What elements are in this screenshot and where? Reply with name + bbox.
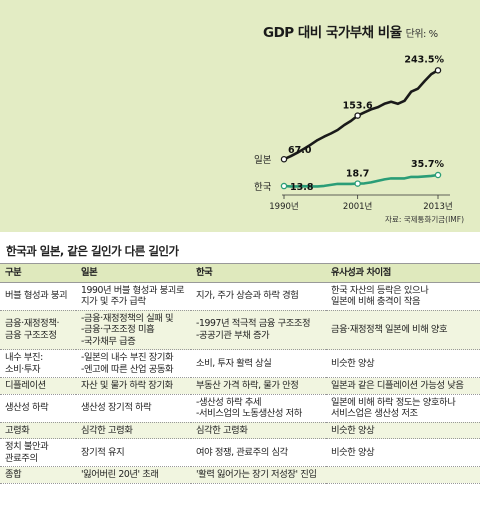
data-label: 35.7% — [411, 159, 444, 170]
chart-source: 자료: 국제통화기금(IMF) — [385, 215, 464, 224]
comparison-table: 구분 일본 한국 유사성과 차이점 버블 형성과 붕괴 1990년 버블 형성과 붕괴로… — [0, 263, 480, 484]
data-point — [280, 182, 288, 190]
table-cell: 종합 — [0, 466, 76, 484]
table-row: 정치 불안과 관료주의 장기적 유지 여야 정쟁, 관료주의 심각 비슷한 양상 — [0, 438, 480, 467]
series-name: 한국 — [254, 182, 272, 193]
table-cell: -금융·재정정책의 실패 및 -금융·구조조정 미흡 -국가채무 급증 — [76, 310, 191, 350]
table-cell: 지가, 주가 상승과 하락 경험 — [191, 282, 326, 311]
table-cell: 일본과 같은 디플레이션 가능성 낮음 — [326, 377, 480, 395]
table-cell: '활력 잃어가는 장기 저성장' 진입 — [191, 466, 326, 484]
table-header-row: 구분 일본 한국 유사성과 차이점 — [0, 263, 480, 283]
data-label: 153.6 — [343, 101, 373, 112]
data-point — [354, 180, 361, 187]
x-tick-label: 2013년 — [423, 201, 452, 212]
table-cell: 여야 정쟁, 관료주의 심각 — [191, 438, 326, 467]
data-point — [354, 112, 361, 119]
table-cell: 장기적 유지 — [76, 438, 191, 467]
table-row: 생산성 하락 생산성 장기적 하락 -생산성 하락 추세 -서비스업의 노동생산성 … — [0, 394, 480, 423]
data-point — [434, 171, 442, 179]
comparison-panel: 한국과 일본, 같은 길인가 다른 길인가 구분 일본 한국 유사성과 차이점 버블 … — [0, 238, 480, 509]
data-label: 243.5% — [404, 54, 444, 65]
header-cell: 유사성과 차이점 — [326, 263, 480, 283]
table-cell: 비슷한 양상 — [326, 438, 480, 467]
table-cell: 한국 자산의 등락은 있으나 일본에 비해 충격이 작음 — [326, 282, 480, 311]
chart-unit: 단위: % — [405, 29, 438, 40]
table-row: 종합 '잃어버린 20년' 초래 '활력 잃어가는 장기 저성장' 진입 — [0, 466, 480, 484]
table-row: 버블 형성과 붕괴 1990년 버블 형성과 붕괴로 지가 및 주가 급락 지가, … — [0, 282, 480, 311]
chart-title: GDP 대비 국가부채 비율 단위: % — [263, 25, 438, 41]
table-cell: 비슷한 양상 — [326, 422, 480, 439]
header-cell: 구분 — [0, 263, 76, 283]
table-cell: 금융·재정정책· 금융 구조조정 — [0, 310, 76, 350]
header-cell: 한국 — [191, 263, 326, 283]
data-point — [434, 67, 442, 74]
table-cell: 심각한 고령화 — [191, 422, 326, 439]
table-row: 고령화 심각한 고령화 심각한 고령화 비슷한 양상 — [0, 422, 480, 439]
table-cell: 금융·재정정책 일본에 비해 양호 — [326, 310, 480, 350]
table-cell: 심각한 고령화 — [76, 422, 191, 439]
x-tick-label: 2001년 — [343, 201, 372, 212]
table-cell: 생산성 하락 — [0, 394, 76, 423]
table-row: 금융·재정정책· 금융 구조조정 -금융·재정정책의 실패 및 -금융·구조조정 … — [0, 310, 480, 350]
table-cell: 일본에 비해 하락 정도는 양호하나 서비스업은 생산성 저조 — [326, 394, 480, 423]
table-cell: 소비, 투자 활력 상실 — [191, 349, 326, 378]
table-row: 내수 부진: 소비·투자 -일본의 내수 부진 장기화 -엔고에 따른 산업 공동… — [0, 349, 480, 378]
header-cell: 일본 — [76, 263, 191, 283]
series-line — [282, 173, 440, 188]
table-row: 디플레이션 자산 및 물가 하락 장기화 부동산 가격 하락, 물가 안정 일본과 같… — [0, 377, 480, 395]
data-label: 67.0 — [288, 145, 312, 156]
x-tick-label: 1990년 — [269, 201, 298, 212]
table-cell: 내수 부진: 소비·투자 — [0, 349, 76, 378]
table-cell: 1990년 버블 형성과 붕괴로 지가 및 주가 급락 — [76, 282, 191, 311]
series-name: 일본 — [254, 155, 272, 166]
table-cell: -1997년 적극적 금융 구조조정 -공공기관 부채 증가 — [191, 310, 326, 350]
table-cell: -생산성 하락 추세 -서비스업의 노동생산성 저하 — [191, 394, 326, 423]
data-label: 18.7 — [346, 169, 369, 180]
table-cell — [326, 466, 480, 484]
table-cell: 디플레이션 — [0, 377, 76, 395]
table-cell: 비슷한 양상 — [326, 349, 480, 378]
table-cell: 부동산 가격 하락, 물가 안정 — [191, 377, 326, 395]
data-point — [280, 155, 288, 163]
table-cell: 자산 및 물가 하락 장기화 — [76, 377, 191, 395]
table-title: 한국과 일본, 같은 길인가 다른 길인가 — [6, 244, 179, 258]
data-label: 13.8 — [290, 182, 314, 193]
section-divider — [0, 232, 480, 238]
table-cell: '잃어버린 20년' 초래 — [76, 466, 191, 484]
table-cell: -일본의 내수 부진 장기화 -엔고에 따른 산업 공동화 — [76, 349, 191, 378]
table-cell: 생산성 장기적 하락 — [76, 394, 191, 423]
table-cell: 정치 불안과 관료주의 — [0, 438, 76, 467]
table-cell: 버블 형성과 붕괴 — [0, 282, 76, 311]
series-line — [282, 69, 440, 161]
table-cell: 고령화 — [0, 422, 76, 439]
